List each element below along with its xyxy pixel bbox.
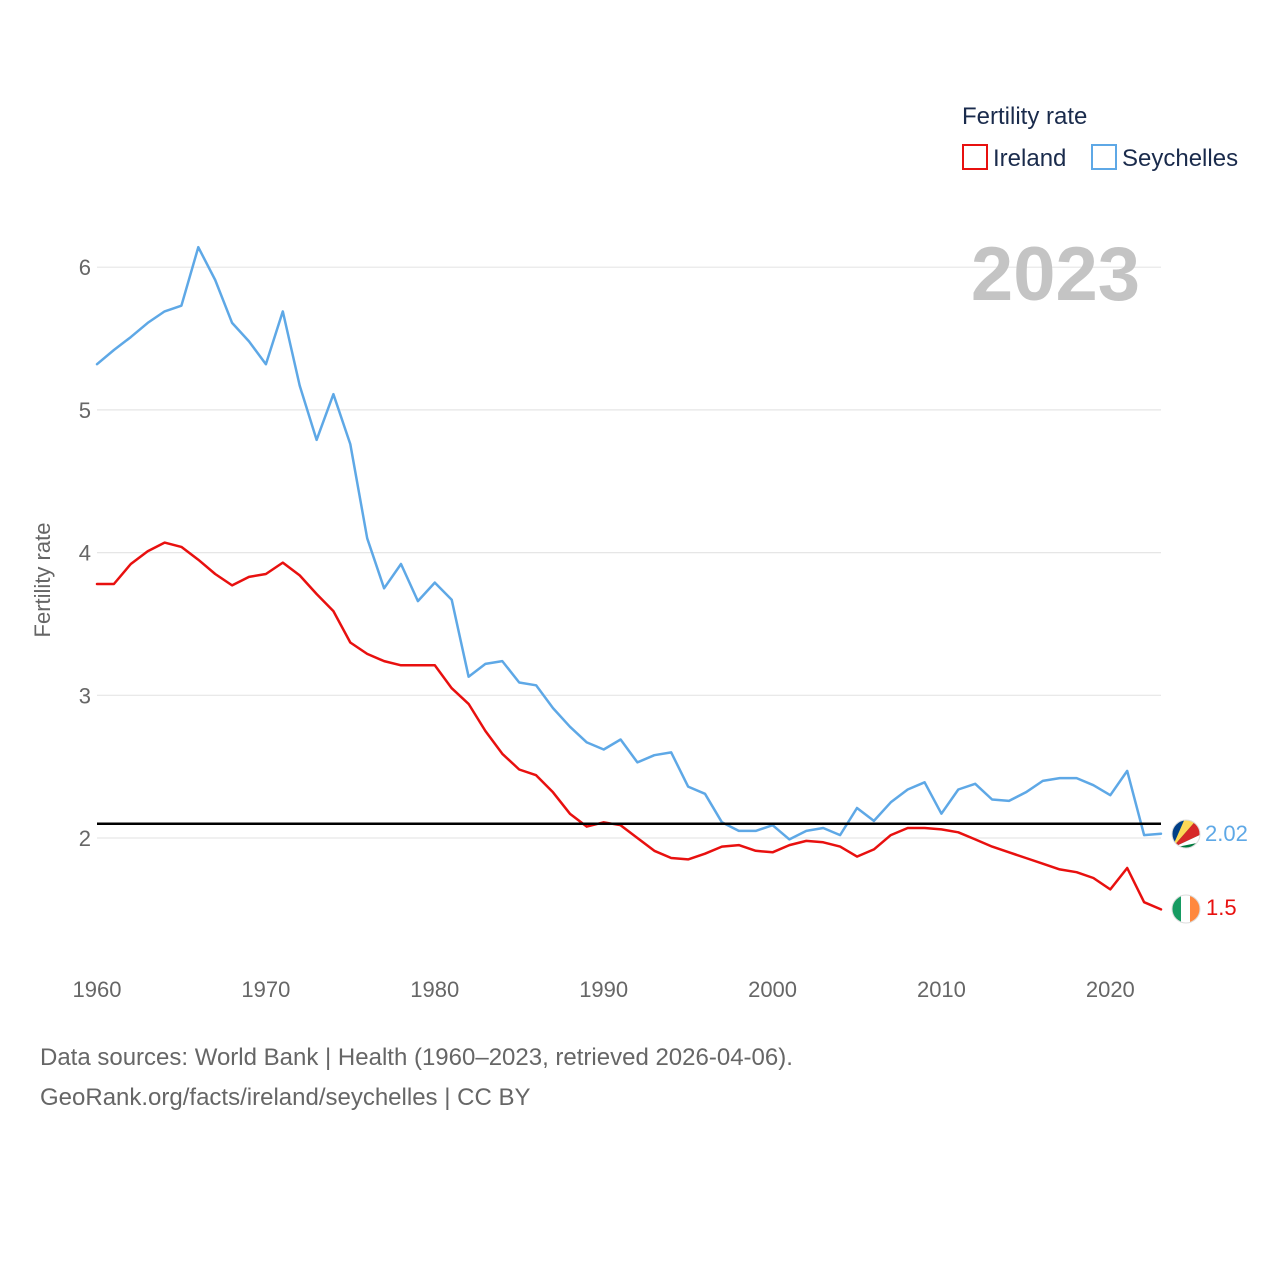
y-tick-label: 5 <box>79 398 91 423</box>
seychelles-end-value: 2.02 <box>1205 821 1248 846</box>
y-tick-label: 6 <box>79 255 91 280</box>
x-tick-label: 1960 <box>73 977 122 1002</box>
x-axis-ticks: 1960 1970 1980 1990 2000 2010 2020 <box>73 977 1135 1002</box>
x-tick-label: 1980 <box>410 977 459 1002</box>
ireland-flag-ring <box>1171 894 1201 924</box>
footer-data-sources: Data sources: World Bank | Health (1960–… <box>40 1044 793 1071</box>
footer-attribution[interactable]: GeoRank.org/facts/ireland/seychelles | C… <box>40 1084 531 1111</box>
y-tick-label: 2 <box>79 826 91 851</box>
legend-title: Fertility rate <box>962 103 1087 130</box>
legend-swatch-seychelles[interactable] <box>1091 144 1117 170</box>
y-axis-ticks: 2 3 4 5 6 <box>79 255 91 851</box>
x-tick-label: 1970 <box>241 977 290 1002</box>
legend: Fertility rate Ireland Seychelles <box>962 103 1238 172</box>
current-year-label: 2023 <box>971 232 1140 317</box>
x-tick-label: 1990 <box>579 977 628 1002</box>
y-axis-title: Fertility rate <box>30 523 55 638</box>
ireland-flag-icon <box>1172 895 1200 923</box>
legend-label-seychelles[interactable]: Seychelles <box>1122 145 1238 172</box>
seychelles-flag-icon <box>1172 820 1200 848</box>
seychelles-flag-ring <box>1171 819 1201 849</box>
x-tick-label: 2000 <box>748 977 797 1002</box>
fertility-rate-chart: 2 3 4 5 6 1960 1970 1980 1990 2000 2010 2020 Ferti… <box>30 103 1248 1002</box>
legend-label-ireland[interactable]: Ireland <box>993 145 1066 172</box>
gridlines <box>97 266 1161 839</box>
y-tick-label: 4 <box>79 541 91 566</box>
series-lines <box>95 245 1163 911</box>
legend-swatch-ireland[interactable] <box>962 144 988 170</box>
y-tick-label: 3 <box>79 683 91 708</box>
series-line-ireland[interactable] <box>95 541 1163 911</box>
series-line-seychelles[interactable] <box>95 245 1163 841</box>
ireland-end-value: 1.5 <box>1206 895 1237 920</box>
x-tick-label: 2020 <box>1086 977 1135 1002</box>
x-tick-label: 2010 <box>917 977 966 1002</box>
